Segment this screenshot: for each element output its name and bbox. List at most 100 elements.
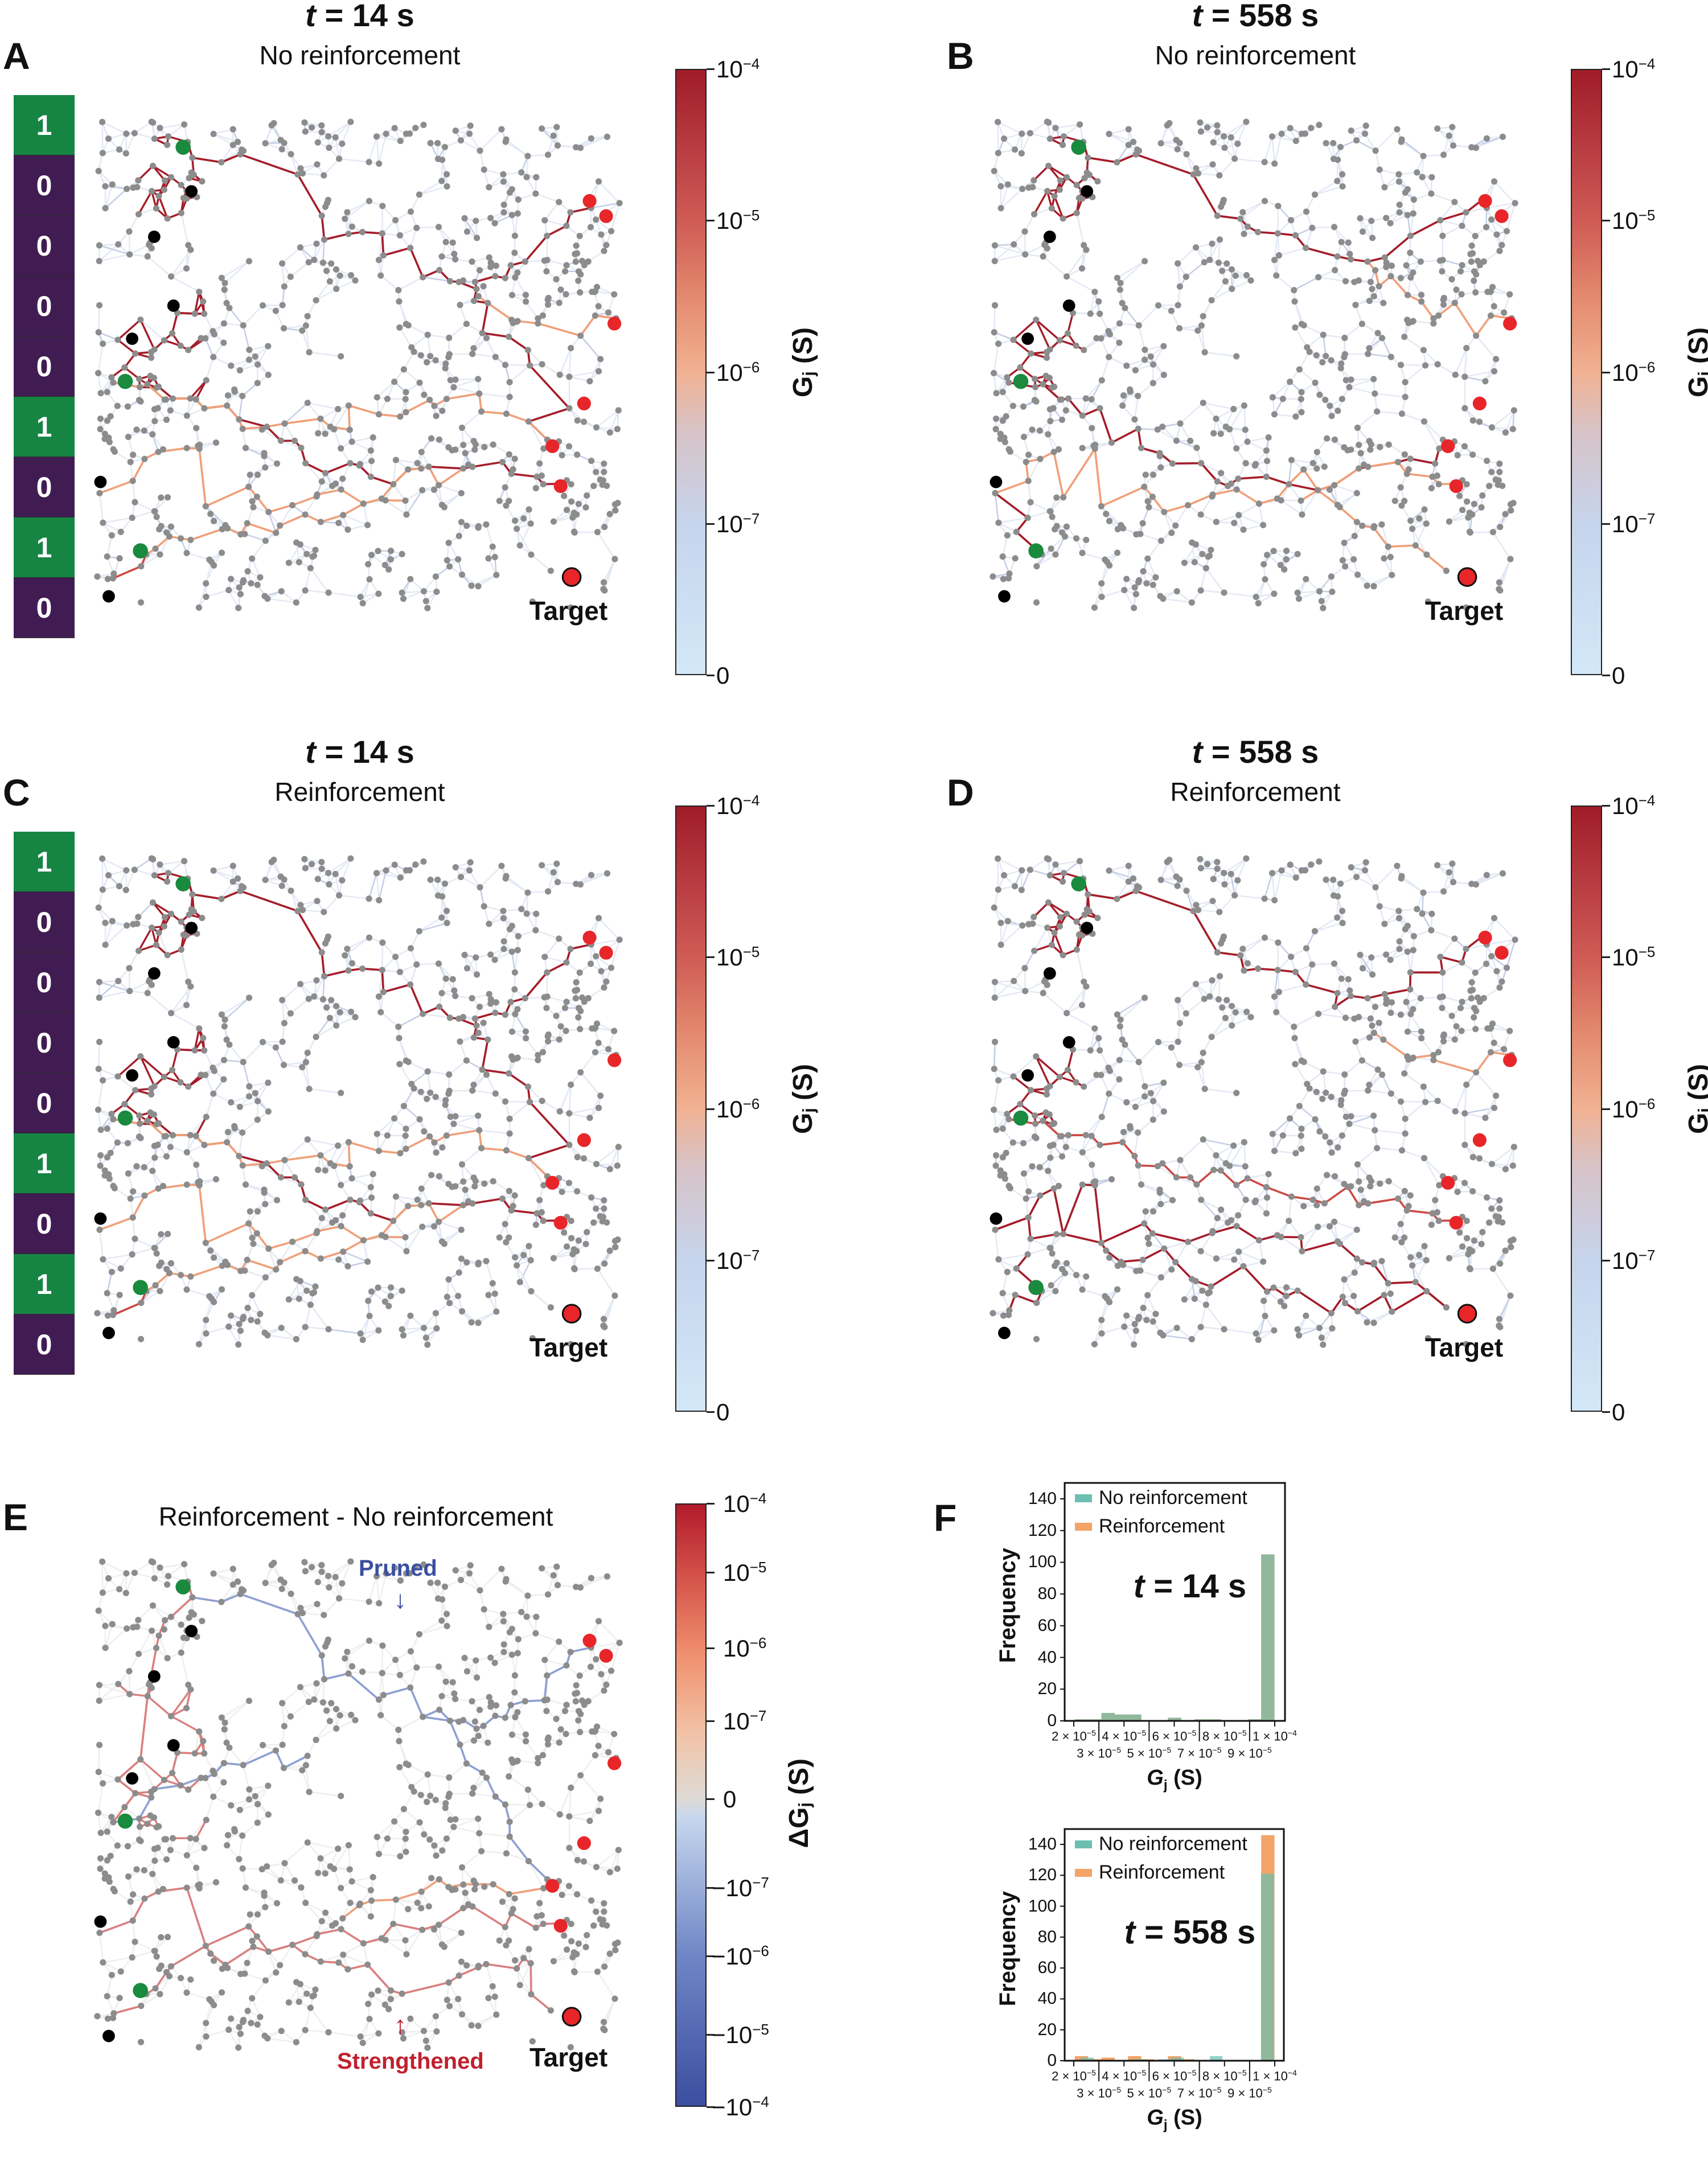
network-node (153, 545, 159, 552)
network-node (566, 405, 572, 412)
network-node (492, 273, 498, 280)
network-node (104, 553, 110, 560)
network-node (366, 159, 372, 165)
network-node (360, 600, 366, 606)
network-node (499, 459, 506, 465)
network-node (490, 442, 496, 448)
network-node (319, 212, 325, 219)
weak-edge (1405, 365, 1425, 382)
network-node (458, 490, 465, 496)
weak-edge (171, 277, 199, 292)
network-node (220, 339, 227, 346)
weak-edge (225, 261, 249, 283)
network-node (612, 507, 618, 513)
network-node (517, 543, 523, 549)
network-node (540, 481, 547, 487)
network-node (474, 235, 480, 241)
weak-edge (515, 213, 518, 236)
network-node (375, 590, 381, 597)
network-node (164, 142, 170, 148)
network-node (154, 513, 160, 520)
network-node (302, 129, 309, 135)
network-node (421, 588, 427, 594)
network-node (225, 587, 232, 593)
network-node (181, 121, 187, 128)
output-electrode (582, 194, 596, 208)
network-node (348, 272, 354, 278)
network-node (593, 424, 600, 430)
network-node (368, 552, 375, 558)
weak-edge (1135, 396, 1138, 420)
source-electrode-low (148, 231, 161, 243)
network-node (184, 445, 190, 451)
weak-edge (343, 515, 368, 525)
network-node (391, 379, 397, 385)
weak-edge (462, 412, 482, 428)
network-node (567, 209, 573, 215)
network-node (428, 140, 434, 146)
weak-edge (1178, 248, 1196, 264)
network-node (262, 537, 269, 544)
network-node (155, 193, 162, 199)
weak-edge (316, 281, 330, 300)
network-node (161, 337, 167, 343)
network-node (196, 605, 202, 611)
network-node (278, 438, 284, 444)
network-node (436, 224, 442, 230)
colorbar-tick (707, 675, 715, 676)
network-node (478, 408, 485, 414)
weak-edge (994, 344, 999, 373)
weak-edge (1067, 277, 1095, 292)
network-graph (83, 103, 634, 627)
colorbar-tick-label: 10−4 (716, 56, 759, 81)
weak-edge (1337, 493, 1357, 505)
weak-edge (1148, 541, 1161, 558)
network-node (180, 195, 187, 201)
network-node (539, 125, 545, 131)
network-node (135, 177, 141, 183)
weak-edge (1312, 227, 1335, 228)
network-node (104, 389, 110, 395)
network-node (559, 452, 565, 458)
weak-edge (1424, 421, 1439, 449)
weak-edge (1201, 568, 1206, 590)
network-node (237, 531, 244, 537)
network-node (604, 134, 610, 140)
network-node (502, 275, 508, 281)
weak-edge (1335, 485, 1357, 493)
network-node (384, 396, 391, 402)
network-node (358, 594, 364, 600)
network-node (360, 500, 367, 507)
weak-edge (1323, 335, 1326, 356)
network-node (469, 463, 475, 470)
network-node (319, 478, 325, 484)
network-node (114, 336, 121, 343)
network-node (96, 329, 102, 335)
network-node (511, 249, 518, 256)
network-node (201, 405, 207, 412)
network-node (486, 184, 492, 190)
network-node (568, 498, 574, 504)
network-node (553, 276, 559, 282)
weak-edge (245, 534, 266, 541)
network-node (473, 286, 479, 292)
network-node (388, 556, 394, 562)
weak-edge (135, 502, 154, 511)
network-node (561, 493, 567, 499)
network-node (433, 589, 440, 595)
network-node (544, 233, 550, 239)
network-node (407, 576, 413, 582)
weak-edge (305, 568, 310, 590)
weak-edge (574, 532, 597, 533)
network-node (222, 522, 228, 528)
network-node (593, 469, 599, 475)
source-electrode-low (126, 332, 138, 345)
network-node (399, 590, 405, 596)
network-node (401, 366, 407, 372)
network-node (417, 380, 423, 386)
network-node (183, 265, 190, 272)
network-node (456, 533, 462, 539)
network-node (514, 525, 520, 532)
network-node (269, 122, 275, 129)
